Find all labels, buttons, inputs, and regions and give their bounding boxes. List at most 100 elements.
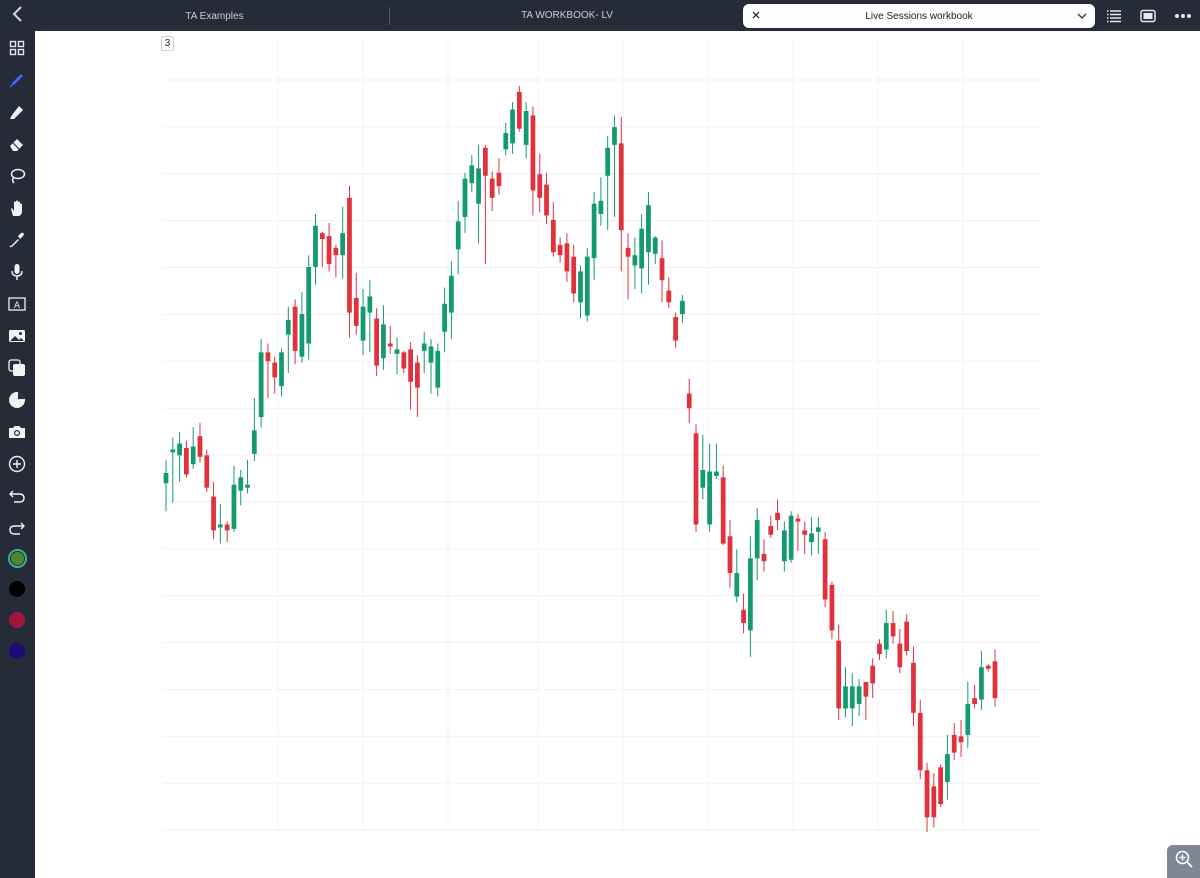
hand-icon[interactable] (7, 198, 27, 218)
candle-body (537, 174, 543, 198)
grid-icon[interactable] (7, 38, 27, 58)
pen-icon[interactable] (7, 70, 27, 90)
tab-ta-examples[interactable]: TA Examples (40, 7, 390, 25)
candle-body (741, 609, 746, 624)
candle (775, 499, 780, 531)
candle (985, 664, 991, 672)
candle-body (652, 237, 658, 254)
candle (401, 350, 407, 373)
candle (326, 222, 332, 272)
candle (693, 424, 699, 532)
candle (177, 431, 182, 482)
candle-body (618, 143, 624, 231)
list-icon[interactable] (1104, 6, 1124, 26)
candle (190, 427, 196, 469)
candle (802, 521, 808, 554)
candle (612, 115, 617, 217)
candle (170, 437, 176, 503)
candle-body (272, 362, 278, 378)
candle-body (958, 736, 964, 743)
add-icon[interactable] (7, 454, 27, 474)
candle (591, 191, 597, 281)
candle-body (245, 484, 250, 488)
candle (258, 339, 264, 428)
candle (965, 681, 971, 749)
redo-icon[interactable] (7, 518, 27, 538)
microphone-icon[interactable] (7, 262, 27, 282)
highlighter-icon[interactable] (7, 102, 27, 122)
candle (469, 155, 475, 192)
zoom-button[interactable] (1167, 845, 1200, 878)
candle (788, 511, 794, 563)
candle-body (775, 512, 780, 521)
color-swatch-green[interactable] (8, 549, 27, 568)
candle-body (211, 496, 216, 531)
candle (197, 422, 203, 463)
eyedropper-icon[interactable] (7, 230, 27, 250)
candle-body (449, 275, 454, 313)
candle (265, 343, 271, 398)
candle-body (931, 786, 937, 818)
candle (938, 764, 944, 807)
sticker-icon[interactable] (7, 390, 27, 410)
candle-body (550, 219, 556, 253)
candle (245, 459, 250, 494)
candle-body (761, 553, 767, 562)
candle (333, 244, 339, 278)
lasso-icon[interactable] (7, 166, 27, 186)
candle-body (184, 447, 189, 475)
shapes-icon[interactable] (7, 358, 27, 378)
color-swatch-black[interactable] (9, 581, 25, 597)
candle-body (571, 256, 577, 294)
text-box-icon[interactable]: A (7, 294, 27, 314)
candle-body (747, 558, 753, 631)
image-icon[interactable] (7, 326, 27, 346)
back-button[interactable] (6, 4, 28, 28)
candle (279, 347, 284, 397)
candle (367, 280, 373, 353)
candle (503, 122, 509, 156)
panel-icon[interactable] (1138, 6, 1158, 26)
candle (625, 233, 631, 300)
undo-icon[interactable] (7, 486, 27, 506)
close-icon[interactable] (750, 9, 762, 24)
candle (163, 459, 169, 512)
more-icon[interactable] (1173, 6, 1193, 26)
candle-body (945, 754, 950, 782)
candle-body (340, 233, 346, 256)
candle (374, 308, 380, 376)
candle-body (591, 203, 597, 259)
color-swatch-indigo[interactable] (9, 643, 25, 659)
candle (836, 624, 842, 721)
candle-body (605, 147, 611, 176)
candle-body (632, 255, 638, 266)
candle-body (347, 197, 352, 313)
candle (299, 291, 305, 363)
candle-body (557, 244, 563, 256)
candle (353, 272, 359, 335)
candle (754, 508, 760, 581)
candle-body (381, 324, 386, 359)
tool-sidebar: A (0, 31, 35, 878)
candle-body (476, 168, 481, 204)
eraser-icon[interactable] (7, 134, 27, 154)
svg-text:A: A (14, 301, 21, 311)
candle (224, 521, 230, 543)
tab-live-sessions-active[interactable]: Live Sessions workbook (743, 4, 1095, 28)
camera-icon[interactable] (7, 422, 27, 442)
chevron-down-icon[interactable] (1076, 10, 1088, 25)
candle (605, 136, 611, 231)
tab-label: Live Sessions workbook (865, 10, 973, 22)
candle-body (951, 734, 957, 753)
candle (557, 237, 563, 263)
candle (720, 465, 726, 546)
candle (809, 517, 814, 556)
color-swatch-crimson[interactable] (9, 612, 25, 628)
candle-body (829, 584, 835, 631)
candle-body (911, 662, 916, 713)
tab-ta-workbook[interactable]: TA WORKBOOK- LV (390, 0, 744, 31)
candle (877, 639, 882, 660)
candle-body (924, 770, 930, 818)
candle (856, 678, 862, 716)
